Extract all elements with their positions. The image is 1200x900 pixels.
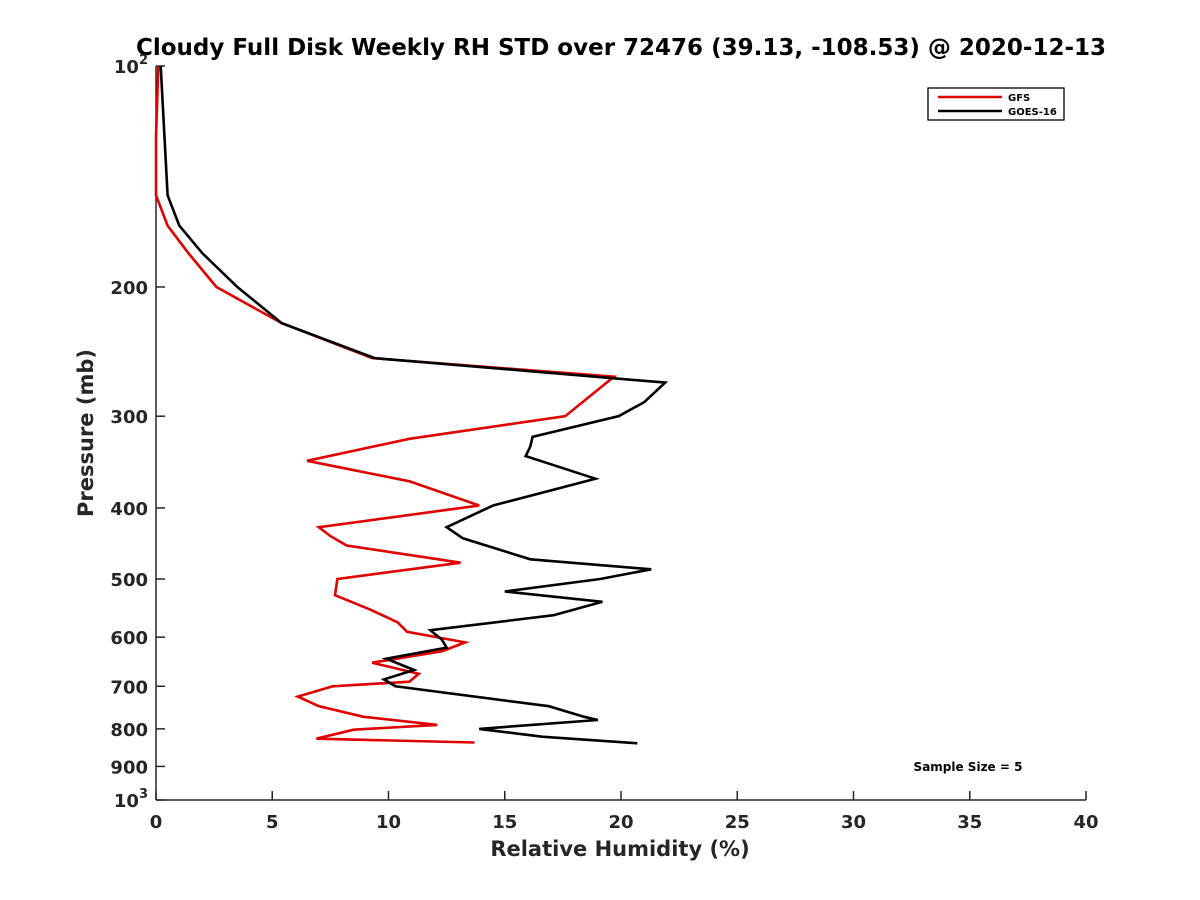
y-tick-label: 300 <box>110 407 148 428</box>
legend-label-gfs: GFS <box>1008 93 1030 104</box>
x-tick-label: 0 <box>150 812 163 833</box>
series-group <box>154 65 669 745</box>
y-axis: 102 200 300 400 500 600 700 800 900 103 <box>110 53 165 812</box>
chart-title: Cloudy Full Disk Weekly RH STD over 7247… <box>136 35 1106 61</box>
y-tick-label: 102 <box>114 53 148 78</box>
x-tick-label: 10 <box>376 812 401 833</box>
x-tick-label: 15 <box>492 812 517 833</box>
series-line-goes-16 <box>159 65 669 745</box>
legend: GFS GOES-16 <box>927 87 1065 121</box>
y-tick-label: 500 <box>110 570 148 591</box>
x-axis-label: Relative Humidity (%) <box>490 837 749 861</box>
sample-size-annotation: Sample Size = 5 <box>914 760 1023 774</box>
plot-area <box>155 66 1086 801</box>
y-tick-label: 600 <box>110 628 148 649</box>
x-tick-label: 20 <box>608 812 633 833</box>
y-axis-label: Pressure (mb) <box>74 349 98 517</box>
y-tick-label: 900 <box>110 757 148 778</box>
y-tick-label: 200 <box>110 278 148 299</box>
x-axis: 0 5 10 15 20 25 30 35 40 <box>150 791 1099 833</box>
x-tick-label: 35 <box>957 812 982 833</box>
x-tick-label: 5 <box>266 812 279 833</box>
y-tick-label: 700 <box>110 677 148 698</box>
x-tick-label: 30 <box>841 812 866 833</box>
y-tick-label: 400 <box>110 499 148 520</box>
y-tick-label: 103 <box>114 787 148 812</box>
y-tick-label: 800 <box>110 720 148 741</box>
series-line-gfs <box>154 65 618 744</box>
legend-box <box>927 87 1065 121</box>
legend-label-goes-16: GOES-16 <box>1008 107 1057 118</box>
x-tick-label: 25 <box>725 812 750 833</box>
x-tick-label: 40 <box>1073 812 1098 833</box>
